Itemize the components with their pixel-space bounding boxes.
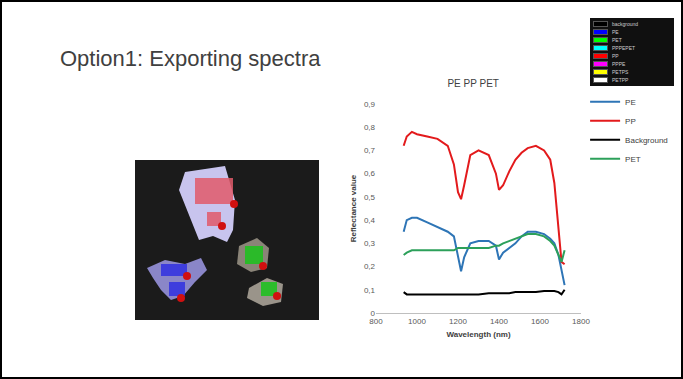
svg-text:1400: 1400 bbox=[490, 317, 508, 326]
svg-text:1600: 1600 bbox=[531, 317, 549, 326]
html-text:PE: PE bbox=[612, 29, 619, 35]
svg-text:0,5: 0,5 bbox=[364, 193, 376, 202]
svg-text:0: 0 bbox=[371, 309, 376, 318]
svg-text:1200: 1200 bbox=[449, 317, 467, 326]
html-text:Option1: Exporting spectra: Option1: Exporting spectra bbox=[60, 46, 321, 71]
svg-text:0,9: 0,9 bbox=[364, 100, 376, 109]
svg-text:1800: 1800 bbox=[572, 317, 590, 326]
svg-text:Background: Background bbox=[625, 136, 668, 145]
html-text:background: background bbox=[612, 21, 639, 27]
html-text:PP: PP bbox=[612, 53, 619, 59]
svg-text:PE PP PET: PE PP PET bbox=[447, 78, 499, 89]
svg-text:0,2: 0,2 bbox=[364, 262, 376, 271]
svg-text:0,6: 0,6 bbox=[364, 169, 376, 178]
svg-text:0,3: 0,3 bbox=[364, 239, 376, 248]
svg-text:0,4: 0,4 bbox=[364, 216, 376, 225]
html-text:PETPS: PETPS bbox=[612, 69, 629, 75]
html-text:PPPEPET: PPPEPET bbox=[612, 45, 636, 51]
svg-text:Wavelength (nm): Wavelength (nm) bbox=[446, 330, 510, 339]
svg-text:0,8: 0,8 bbox=[364, 123, 376, 132]
svg-text:0,1: 0,1 bbox=[364, 286, 376, 295]
html-text:PPPE: PPPE bbox=[612, 61, 626, 67]
html-text:PET: PET bbox=[612, 37, 622, 43]
html-text:PETPP: PETPP bbox=[612, 77, 629, 83]
svg-text:Reflectance value: Reflectance value bbox=[349, 174, 358, 242]
svg-text:0,7: 0,7 bbox=[364, 146, 376, 155]
svg-text:1000: 1000 bbox=[408, 317, 426, 326]
svg-text:800: 800 bbox=[369, 317, 383, 326]
svg-text:PP: PP bbox=[625, 117, 636, 126]
svg-text:PET: PET bbox=[625, 155, 641, 164]
svg-text:PE: PE bbox=[625, 98, 636, 107]
